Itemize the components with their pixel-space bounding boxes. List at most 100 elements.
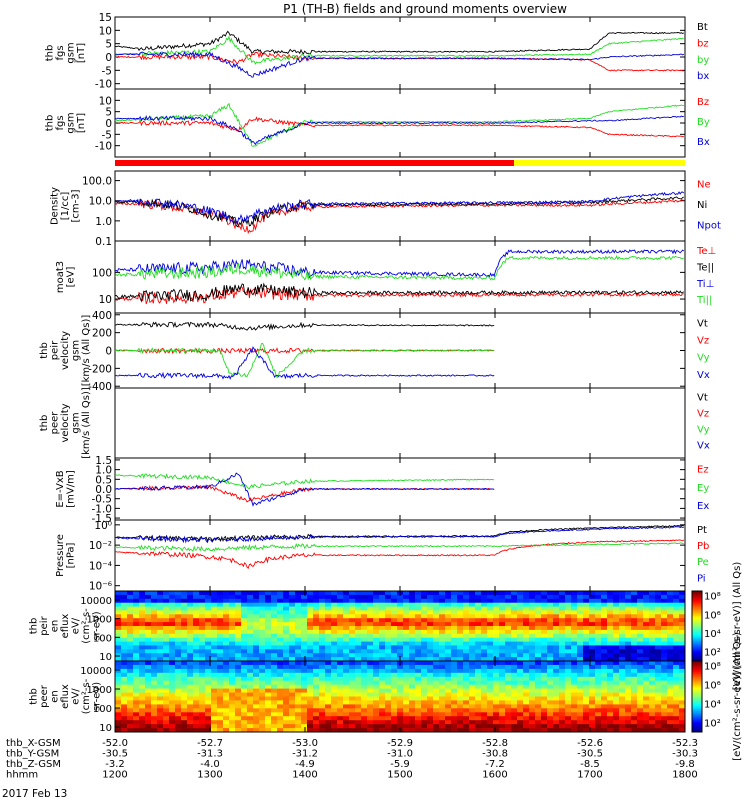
spectrogram-1-cell	[439, 653, 446, 658]
spectrogram-2-cell	[415, 728, 422, 733]
spectrogram-1-cell	[385, 626, 392, 631]
spectrogram-2-cell	[397, 724, 404, 729]
spectrogram-2-cell	[361, 688, 368, 693]
spectrogram-1-cell	[307, 653, 314, 658]
spectrogram-1-cell	[589, 594, 596, 600]
spectrogram-2-colorbar-cell	[692, 678, 702, 682]
spectrogram-2-cell	[481, 720, 488, 725]
spectrogram-2-cell	[121, 708, 128, 713]
spectrogram-1-cell	[361, 633, 368, 639]
spectrogram-1-cell	[355, 614, 362, 619]
spectrogram-1-ytick-label: 10000	[80, 596, 112, 607]
spectrogram-2-cell	[349, 668, 356, 674]
spectrogram-2-cell	[379, 692, 386, 697]
spectrogram-1-cell	[379, 637, 386, 642]
spectrogram-1-cell	[379, 629, 386, 635]
spectrogram-1-cell	[259, 598, 266, 604]
spectrogram-2-cell	[601, 704, 608, 709]
spectrogram-2-cell	[475, 700, 482, 705]
spectrogram-1-cell	[115, 598, 122, 604]
spectrogram-1-cell	[457, 626, 464, 631]
spectrogram-2-cell	[403, 700, 410, 705]
panel-6-frame	[114, 387, 686, 459]
spectrogram-2-cell	[169, 664, 176, 670]
spectrogram-1-cell	[487, 633, 494, 639]
spectrogram-2-cell	[349, 720, 356, 725]
panel-6-ylabel-line: velocity	[60, 403, 71, 442]
panel-4-legend-2: Ti⊥	[696, 279, 714, 290]
spectrogram-2-cell	[649, 684, 656, 689]
spectrogram-1-cell	[253, 618, 260, 623]
spectrogram-2-cell	[325, 724, 332, 729]
spectrogram-1-cell	[427, 629, 434, 635]
spectrogram-2-cell	[649, 716, 656, 721]
spectrogram-2-cell	[337, 680, 344, 685]
spectrogram-2-cell	[433, 720, 440, 725]
spectrogram-1-cell	[175, 633, 182, 639]
spectrogram-1-cell	[229, 594, 236, 600]
spectrogram-1-cell	[301, 629, 308, 635]
spectrogram-2-colorbar-cell	[692, 682, 702, 685]
spectrogram-2-cell	[403, 720, 410, 725]
spectrogram-2-cell	[445, 668, 452, 674]
spectrogram-2-cell	[583, 724, 590, 729]
spectrogram-1-cell	[301, 622, 308, 627]
spectrogram-1-cell	[229, 610, 236, 615]
spectrogram-1-cell	[397, 641, 404, 646]
spectrogram-1-cell	[493, 645, 500, 650]
spectrogram-2-ylabel-line: eflux	[60, 684, 71, 709]
spectrogram-2-cell	[565, 708, 572, 713]
spectrogram-1-cell	[631, 649, 638, 654]
spectrogram-2-cell	[625, 672, 632, 678]
spectrogram-1-cell	[451, 641, 458, 646]
spectrogram-2-cell	[307, 672, 314, 678]
spectrogram-2-cell	[253, 712, 260, 717]
panel-5-ylabel-line: peir	[50, 340, 61, 360]
spectrogram-1-cell	[583, 649, 590, 654]
spectrogram-1-cell	[367, 618, 374, 623]
spectrogram-2-cell	[679, 672, 686, 678]
spectrogram-1-cell	[559, 622, 566, 627]
spectrogram-2-cell	[433, 704, 440, 709]
spectrogram-2-cell	[181, 700, 188, 705]
spectrogram-1-cell	[169, 606, 176, 611]
spectrogram-1-cell	[601, 606, 608, 611]
spectrogram-1-cell	[631, 637, 638, 642]
spectrogram-1-cell	[217, 618, 224, 623]
spectrogram-2-cell	[637, 680, 644, 685]
spectrogram-2-cell	[589, 664, 596, 670]
spectrogram-1-cell	[661, 594, 668, 600]
spectrogram-1-cell	[547, 626, 554, 631]
spectrogram-2-cell	[481, 712, 488, 717]
panel-3-legend-1: Ni	[697, 200, 707, 211]
spectrogram-2-cell	[271, 696, 278, 701]
spectrogram-1-colorbar-cell	[692, 617, 702, 620]
spectrogram-1-cell	[265, 633, 272, 639]
spectrogram-1-cell	[553, 645, 560, 650]
spectrogram-1-cell	[181, 610, 188, 615]
spectrogram-2-cell	[175, 716, 182, 721]
spectrogram-2-cell	[259, 661, 266, 666]
spectrogram-1-cell	[187, 626, 194, 631]
spectrogram-2-cell	[331, 704, 338, 709]
spectrogram-2-cell	[289, 680, 296, 685]
spectrogram-2-cell	[463, 684, 470, 689]
spectrogram-2-cell	[589, 696, 596, 701]
spectrogram-1-cell	[649, 614, 656, 619]
spectrogram-2-cell	[121, 684, 128, 689]
spectrogram-2-cell	[121, 688, 128, 693]
spectrogram-1-cell	[541, 614, 548, 619]
spectrogram-2-cell	[571, 692, 578, 697]
spectrogram-1-cell	[313, 641, 320, 646]
spectrogram-2-cell	[337, 704, 344, 709]
spectrogram-1-cell	[289, 598, 296, 604]
spectrogram-1-cell	[373, 637, 380, 642]
spectrogram-2-cell	[205, 728, 212, 733]
spectrogram-1-cell	[115, 591, 122, 596]
spectrogram-1-cell	[679, 645, 686, 650]
spectrogram-1-cell	[643, 602, 650, 607]
spectrogram-1-cell	[613, 629, 620, 635]
spectrogram-1-cell	[571, 610, 578, 615]
spectrogram-2-colorbar-cell	[692, 728, 702, 731]
spectrogram-1-cell	[127, 633, 134, 639]
